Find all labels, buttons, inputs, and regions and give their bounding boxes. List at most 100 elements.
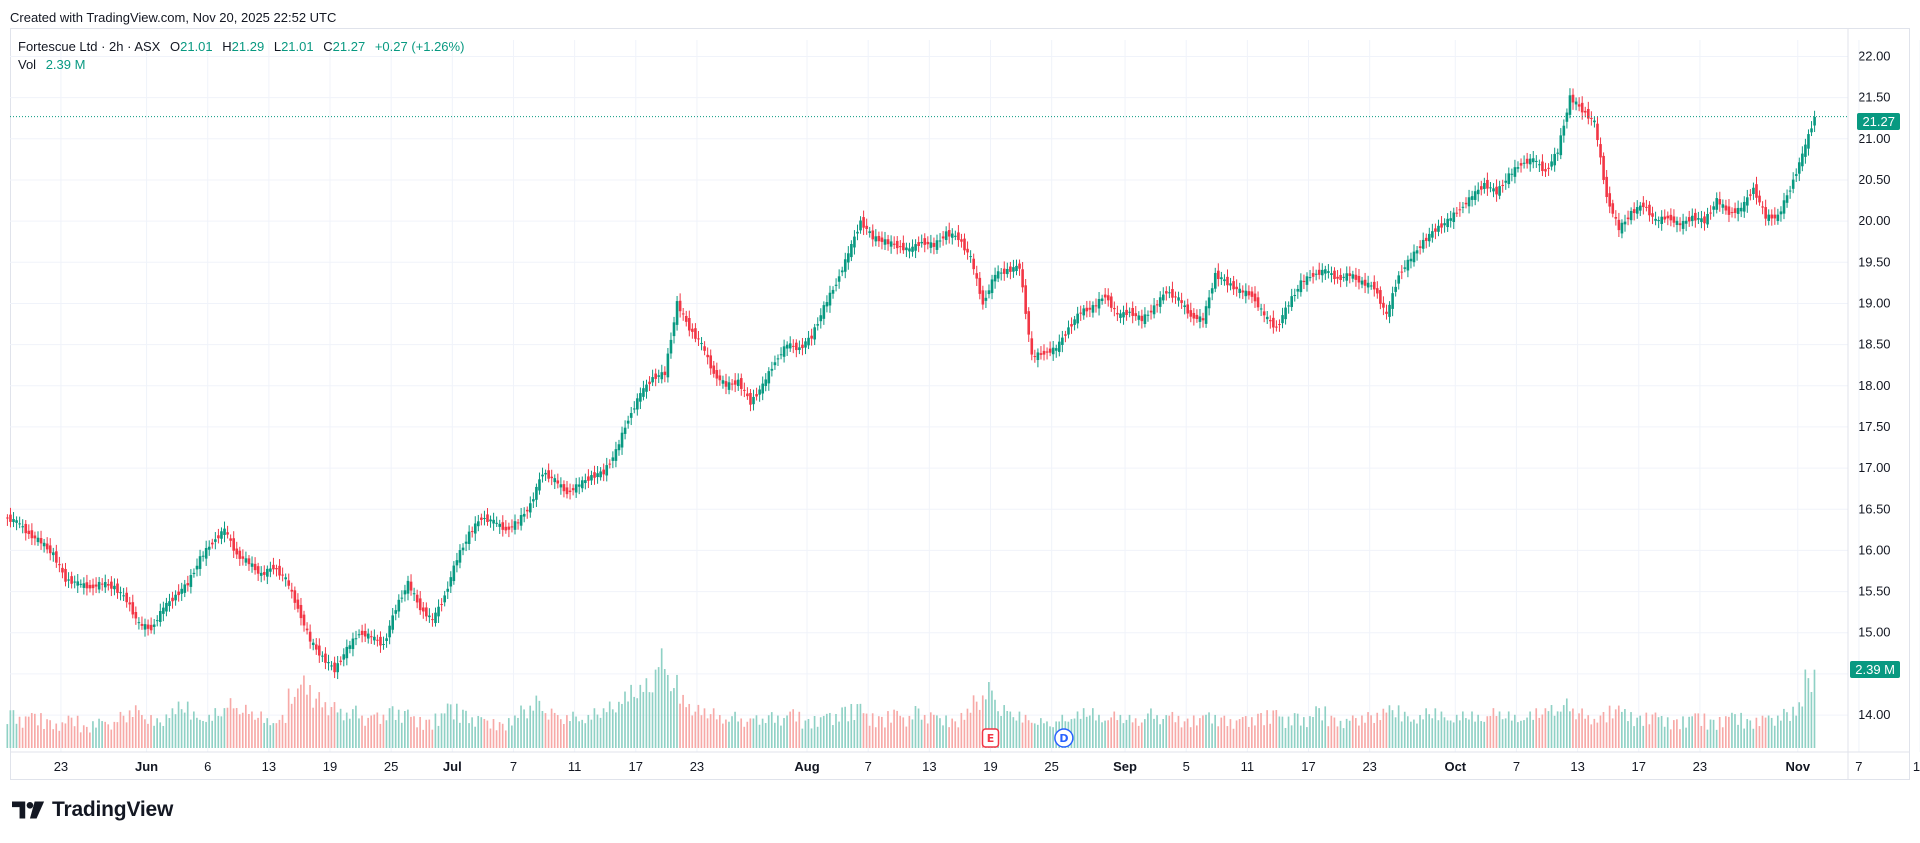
volume-bar	[1195, 725, 1198, 748]
volume-bar	[287, 688, 290, 748]
candle-body	[412, 593, 416, 595]
candle-body	[1418, 246, 1422, 249]
candle-body	[1626, 217, 1630, 220]
candle-body	[810, 335, 813, 339]
volume-bar	[731, 716, 733, 748]
symbol-name[interactable]: Fortescue Ltd · 2h · ASX	[18, 39, 161, 54]
candle-body	[318, 645, 321, 656]
candle-body	[1189, 310, 1193, 317]
candle-body	[758, 389, 761, 395]
volume-bar	[1709, 719, 1712, 748]
volume-bar	[1651, 714, 1654, 748]
volume-bar	[670, 691, 672, 748]
volume-bar	[1192, 715, 1195, 748]
candle-body	[1648, 204, 1651, 216]
volume-bar	[798, 711, 801, 748]
candle-body	[1660, 216, 1663, 224]
volume-bar	[455, 703, 458, 748]
candle-body	[1376, 288, 1379, 294]
volume-bar	[602, 708, 605, 748]
candle-body	[455, 560, 459, 566]
candle-body	[941, 236, 945, 239]
volume-bar	[318, 692, 321, 748]
volume-bar	[584, 723, 587, 748]
event-marker-dividend[interactable]: D	[1054, 728, 1074, 748]
candle-body	[1489, 187, 1492, 189]
candle-body	[360, 630, 364, 635]
candle-body	[428, 615, 431, 618]
volume-bar	[1009, 711, 1012, 748]
candle-body	[1272, 317, 1275, 328]
candle-body	[636, 398, 639, 410]
candle-body	[739, 378, 743, 389]
volume-bar	[1416, 723, 1418, 748]
candle-body	[1400, 271, 1404, 273]
candle-body	[1574, 101, 1578, 105]
candle-body	[415, 594, 419, 603]
volume-bar	[957, 727, 960, 748]
volume-bar	[908, 715, 911, 748]
x-tick-label: 5	[1183, 759, 1190, 774]
volume-bar	[1761, 715, 1764, 748]
volume-bar	[1382, 708, 1385, 748]
candle-body	[192, 572, 196, 575]
candle-body	[694, 328, 697, 339]
volume-bar	[1214, 714, 1216, 748]
candle-body	[1623, 221, 1627, 225]
volume-bar	[642, 691, 645, 748]
volume-bar	[391, 706, 394, 748]
candle-body	[272, 564, 275, 570]
candle-body	[204, 547, 208, 559]
candle-body	[577, 484, 581, 487]
volume-bar	[73, 726, 76, 748]
event-marker-earnings[interactable]: E	[981, 728, 1000, 748]
volume-bar	[336, 712, 339, 748]
volume-bar	[960, 712, 963, 748]
volume-bar	[1021, 722, 1024, 748]
candle-body	[1498, 186, 1501, 196]
candle-body	[1654, 218, 1657, 221]
candle-body	[1746, 197, 1749, 206]
tradingview-logo[interactable]: TradingView	[12, 798, 173, 822]
candle-body	[363, 630, 367, 637]
volume-bar	[1783, 708, 1785, 748]
volume-bar	[147, 723, 149, 748]
volume-bar	[734, 711, 736, 748]
x-tick-label: 6	[204, 759, 211, 774]
candle-body	[1213, 272, 1217, 289]
volume-bar	[379, 723, 382, 748]
volume-bar	[1645, 712, 1648, 748]
x-tick-label: 13	[1570, 759, 1584, 774]
candle-body	[1424, 237, 1428, 241]
high-label: H	[222, 39, 232, 54]
volume-bar	[829, 712, 831, 748]
volume-bar	[180, 709, 183, 748]
candle-body	[1085, 307, 1089, 312]
candle-body	[397, 599, 401, 612]
volume-bar	[1165, 715, 1168, 748]
volume-bar	[963, 719, 966, 748]
volume-bar	[397, 709, 400, 748]
candle-body	[886, 239, 890, 245]
volume-bar	[1287, 716, 1290, 748]
volume-bar	[988, 682, 990, 748]
x-tick-label: 23	[1693, 759, 1707, 774]
low-value: 21.01	[281, 39, 314, 54]
volume-bar	[303, 675, 305, 748]
volume-bar	[553, 712, 556, 748]
candle-body	[1525, 158, 1529, 164]
x-tick-label: 13	[922, 759, 936, 774]
volume-bar	[792, 709, 795, 748]
candle-body	[865, 225, 868, 229]
x-tick-label: 17	[1632, 759, 1646, 774]
candle-body	[1629, 210, 1633, 221]
candle-body	[1051, 347, 1055, 355]
candle-body	[785, 344, 789, 349]
candle-body	[73, 581, 76, 583]
volume-bar	[1199, 718, 1201, 748]
candle-body	[296, 599, 300, 609]
candle-body	[1351, 274, 1355, 279]
candle-body	[877, 235, 881, 242]
volume-bar	[590, 719, 593, 748]
